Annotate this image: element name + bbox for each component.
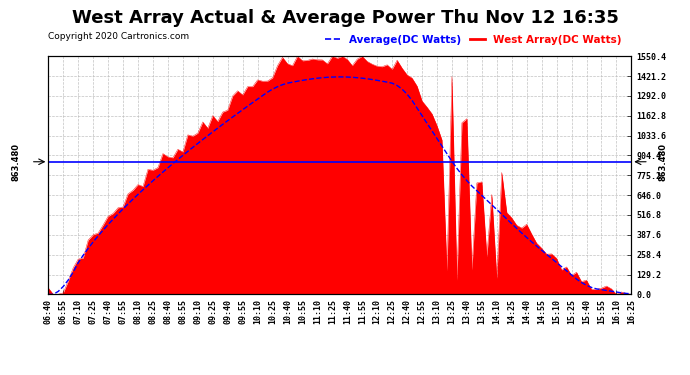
Text: 863.480: 863.480 xyxy=(12,143,21,181)
Text: Copyright 2020 Cartronics.com: Copyright 2020 Cartronics.com xyxy=(48,32,190,41)
Text: 863.480: 863.480 xyxy=(659,143,668,181)
Text: West Array Actual & Average Power Thu Nov 12 16:35: West Array Actual & Average Power Thu No… xyxy=(72,9,618,27)
Legend: Average(DC Watts), West Array(DC Watts): Average(DC Watts), West Array(DC Watts) xyxy=(321,30,626,49)
